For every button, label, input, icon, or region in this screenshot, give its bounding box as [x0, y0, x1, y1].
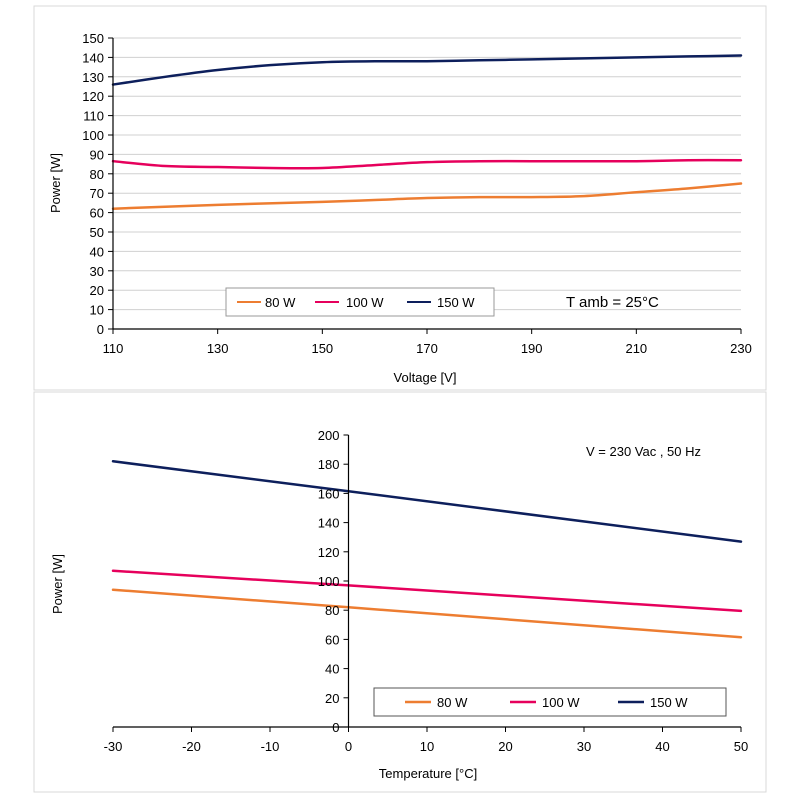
chart1-ytick-label-30: 30 — [90, 264, 104, 279]
chart1-xtick-label-130: 130 — [207, 341, 229, 356]
chart1-ytick-label-90: 90 — [90, 147, 104, 162]
chart1-xtick-label-190: 190 — [521, 341, 543, 356]
chart2-ytick-label-80: 80 — [325, 603, 339, 618]
chart1-ticks: 0 10 20 30 40 50 60 70 80 90 100 110 120 130 140 150 110… — [82, 31, 752, 356]
chart2-xtick-label-0: 0 — [345, 739, 352, 754]
chart1-legend-box — [225, 287, 495, 317]
chart1-series-line-80-w — [111, 182, 743, 210]
chart1-ytick-label-130: 130 — [82, 70, 104, 85]
chart1-ytick-label-60: 60 — [90, 206, 104, 221]
chart1-xtick-label-170: 170 — [416, 341, 438, 356]
chart2-xtick-label-50: 50 — [734, 739, 748, 754]
chart2-xtick-label-30: 30 — [577, 739, 591, 754]
chart2-ytick-label-40: 40 — [325, 662, 339, 677]
chart1-ytick-label-80: 80 — [90, 167, 104, 182]
chart-temperature: 0 20 40 60 80 100 120 140 160 180 200 -30 -20 -10 0 10 2… — [50, 428, 748, 781]
chart2-legend-box — [373, 687, 727, 717]
chart2-legend-label-80w: 80 W — [437, 695, 468, 710]
chart2-ytick-label-60: 60 — [325, 632, 339, 647]
top-panel-frame — [33, 5, 767, 391]
chart1-xtick-label-230: 230 — [730, 341, 752, 356]
chart2-x-axis-label: Temperature [°C] — [379, 766, 477, 781]
chart1-xtick-label-210: 210 — [625, 341, 647, 356]
chart1-ytick-label-70: 70 — [90, 186, 104, 201]
chart1-series-line-150-w — [111, 54, 743, 86]
chart1-ytick-label-50: 50 — [90, 225, 104, 240]
chart1-xtick-label-110: 110 — [103, 341, 124, 356]
chart2-series — [111, 460, 743, 639]
chart2-y-axis-label: Power [W] — [50, 554, 65, 614]
chart2-ticks: 0 20 40 60 80 100 120 140 160 180 200 -30 -20 -10 0 10 2… — [104, 428, 749, 754]
chart2-axes — [113, 435, 741, 728]
chart1-x-axis-label: Voltage [V] — [394, 370, 457, 385]
chart1-legend-label-100w: 100 W — [346, 295, 384, 310]
chart2-legend-label-150w: 150 W — [650, 695, 688, 710]
chart2-annotation: V = 230 Vac , 50 Hz — [586, 444, 701, 459]
chart2-xtick-label-10: 10 — [420, 739, 434, 754]
chart2-ytick-label-120: 120 — [318, 545, 340, 560]
chart1-annotation: T amb = 25°C — [566, 294, 659, 311]
chart1-gridlines — [113, 37, 741, 311]
chart1-ytick-label-140: 140 — [82, 50, 104, 65]
chart2-xtick-label-neg10: -10 — [261, 739, 280, 754]
bottom-panel-frame — [33, 391, 767, 793]
chart1-ytick-label-120: 120 — [82, 89, 104, 104]
chart1-ytick-label-0: 0 — [97, 322, 104, 337]
chart2-xtick-label-40: 40 — [655, 739, 669, 754]
chart2-xtick-label-neg30: -30 — [104, 739, 123, 754]
chart2-legend: 80 W 100 W 150 W — [373, 687, 727, 717]
chart1-legend-label-150w: 150 W — [437, 295, 475, 310]
chart2-ytick-label-200: 200 — [318, 428, 340, 443]
chart2-ytick-label-160: 160 — [318, 486, 340, 501]
chart1-ytick-label-100: 100 — [82, 128, 104, 143]
chart2-ytick-label-100: 100 — [318, 574, 340, 589]
chart1-y-axis-label: Power [W] — [48, 153, 63, 213]
chart2-ytick-label-0: 0 — [332, 720, 339, 735]
chart1-axes — [112, 38, 741, 330]
chart1-legend: 80 W 100 W 150 W — [225, 287, 495, 317]
chart2-series-line-100-w — [111, 569, 743, 613]
chart2-ytick-label-180: 180 — [318, 457, 340, 472]
chart2-xtick-label-neg20: -20 — [182, 739, 201, 754]
chart1-ytick-label-40: 40 — [90, 244, 104, 259]
chart-voltage: 0 10 20 30 40 50 60 70 80 90 100 110 120 130 140 150 110… — [48, 31, 752, 385]
chart2-xtick-label-20: 20 — [498, 739, 512, 754]
chart1-legend-label-80w: 80 W — [265, 295, 296, 310]
chart1-xtick-label-150: 150 — [311, 341, 333, 356]
chart1-ytick-label-110: 110 — [83, 109, 104, 124]
chart1-series — [111, 54, 743, 210]
chart2-legend-label-100w: 100 W — [542, 695, 580, 710]
chart2-series-line-80-w — [111, 588, 743, 639]
chart1-ytick-label-10: 10 — [90, 303, 104, 318]
chart2-ytick-label-140: 140 — [318, 516, 340, 531]
chart2-series-line-150-w — [111, 460, 743, 543]
chart1-ytick-label-20: 20 — [90, 283, 104, 298]
chart1-ytick-label-150: 150 — [82, 31, 104, 46]
chart2-ytick-label-20: 20 — [325, 691, 339, 706]
chart1-series-line-100-w — [111, 158, 743, 170]
